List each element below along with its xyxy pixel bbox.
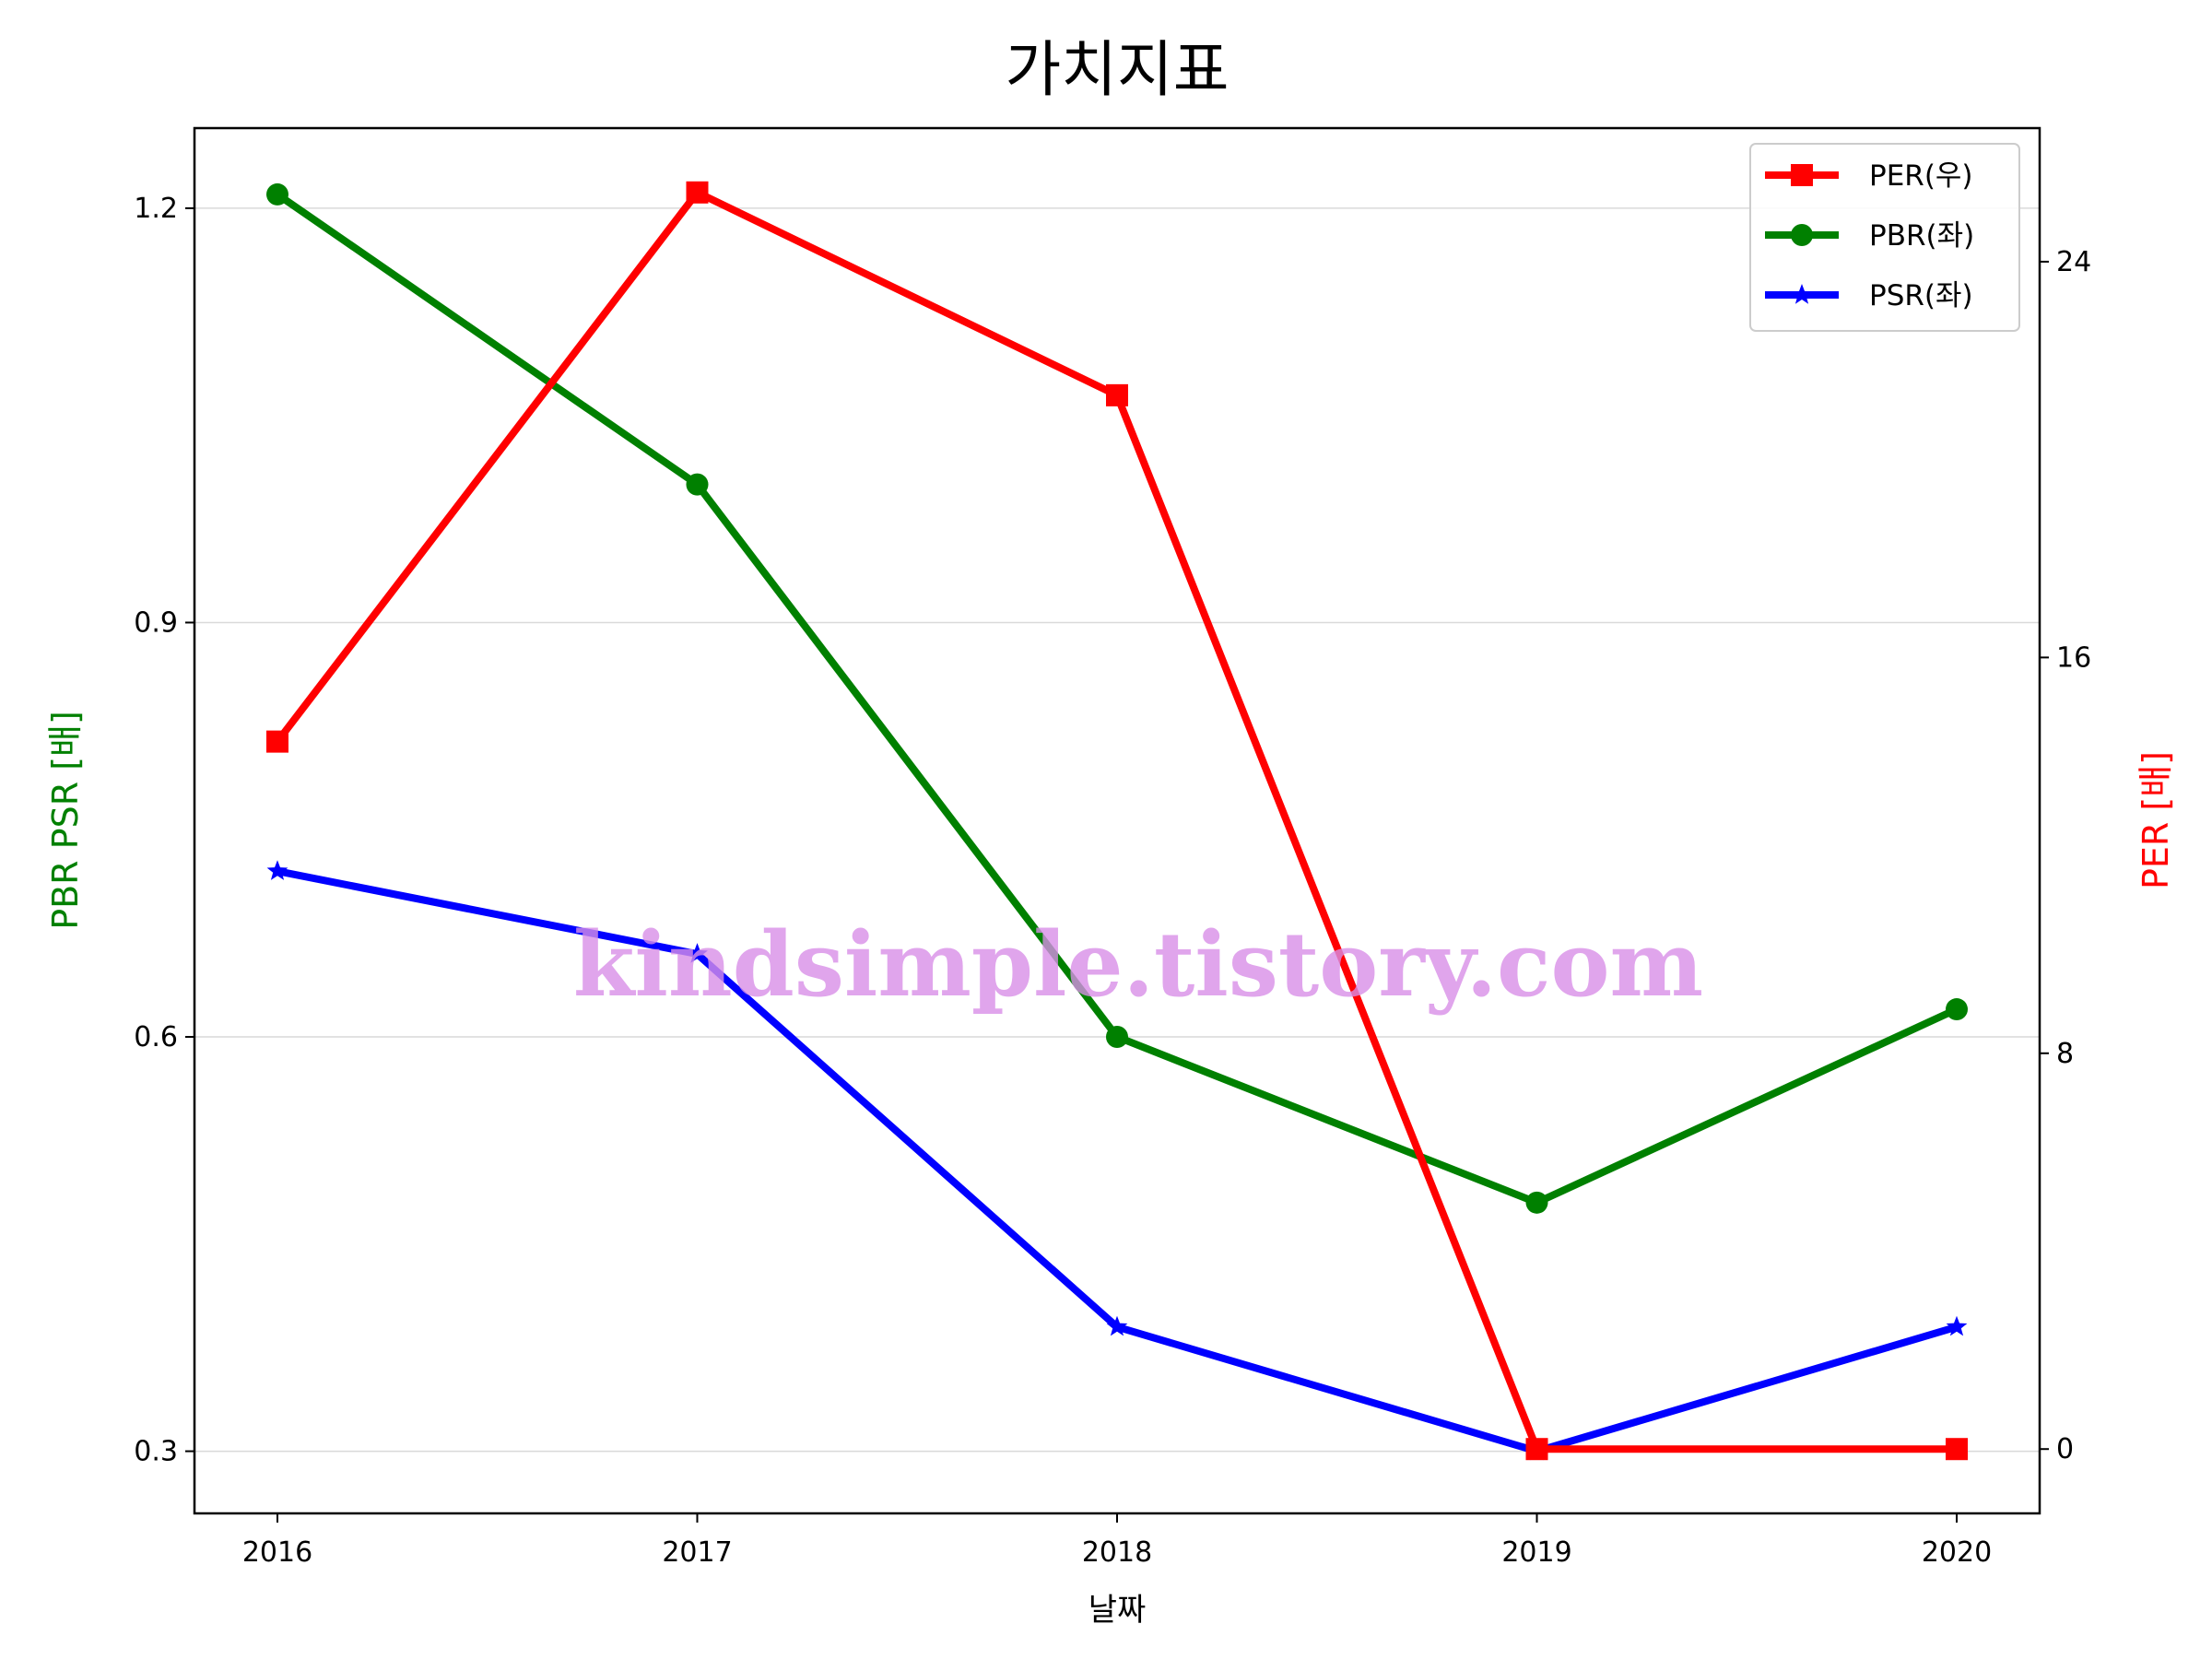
y-axis-right-ticks: 0 8 16 24	[2040, 246, 2091, 1465]
y-left-tick-label: 1.2	[134, 193, 178, 225]
y-left-tick-label: 0.9	[134, 606, 178, 639]
data-point-psr	[1946, 1315, 1968, 1336]
data-point-pbr	[1946, 998, 1968, 1021]
data-point-per	[1106, 383, 1128, 406]
y-axis-right-label: PER [배]	[2136, 751, 2176, 889]
data-point-psr	[266, 860, 288, 880]
y-axis-left-label: PBR PSR [배]	[45, 711, 86, 930]
y-axis-left-ticks: 0.3 0.6 0.9 1.2	[134, 193, 194, 1468]
legend: PER(우) PBR(좌) PSR(좌)	[1749, 143, 2020, 332]
y-right-tick-label: 24	[2056, 246, 2091, 278]
data-point-pbr	[266, 182, 288, 206]
legend-marker-psr	[1791, 284, 1813, 304]
y-right-tick-label: 0	[2056, 1433, 2074, 1465]
data-point-pbr	[1106, 1026, 1128, 1049]
legend-box	[1749, 143, 2020, 332]
data-point-per	[266, 730, 288, 753]
y-left-tick-label: 0.3	[134, 1436, 178, 1468]
x-axis-label: 날짜	[1088, 1592, 1147, 1629]
data-point-pbr	[1525, 1191, 1548, 1214]
data-point-psr	[1106, 1315, 1128, 1336]
data-point-per	[1946, 1438, 1968, 1461]
chart-title: 가치지표	[1006, 34, 1230, 105]
x-axis-ticks: 2016 2017 2018 2019 2020	[242, 1513, 1992, 1569]
x-tick-label: 2020	[1922, 1536, 1992, 1569]
x-tick-label: 2017	[662, 1536, 732, 1569]
data-point-per	[686, 181, 709, 204]
watermark-text: kindsimple.tistory.com	[573, 912, 1703, 1017]
legend-label-psr: PSR(좌)	[1869, 279, 1973, 312]
legend-label-pbr: PBR(좌)	[1869, 219, 1974, 253]
x-tick-label: 2016	[242, 1536, 312, 1569]
series-markers	[266, 181, 1968, 1461]
y-left-tick-label: 0.6	[134, 1021, 178, 1053]
y-right-tick-label: 16	[2056, 641, 2091, 674]
legend-marker-per	[1791, 164, 1813, 186]
legend-marker-pbr	[1791, 224, 1813, 246]
x-tick-label: 2018	[1082, 1536, 1152, 1569]
data-point-pbr	[686, 473, 709, 496]
legend-label-per: PER(우)	[1869, 159, 1973, 193]
data-point-psr	[687, 943, 708, 963]
x-tick-label: 2019	[1501, 1536, 1571, 1569]
y-right-tick-label: 8	[2056, 1038, 2074, 1070]
data-point-per	[1525, 1438, 1548, 1461]
